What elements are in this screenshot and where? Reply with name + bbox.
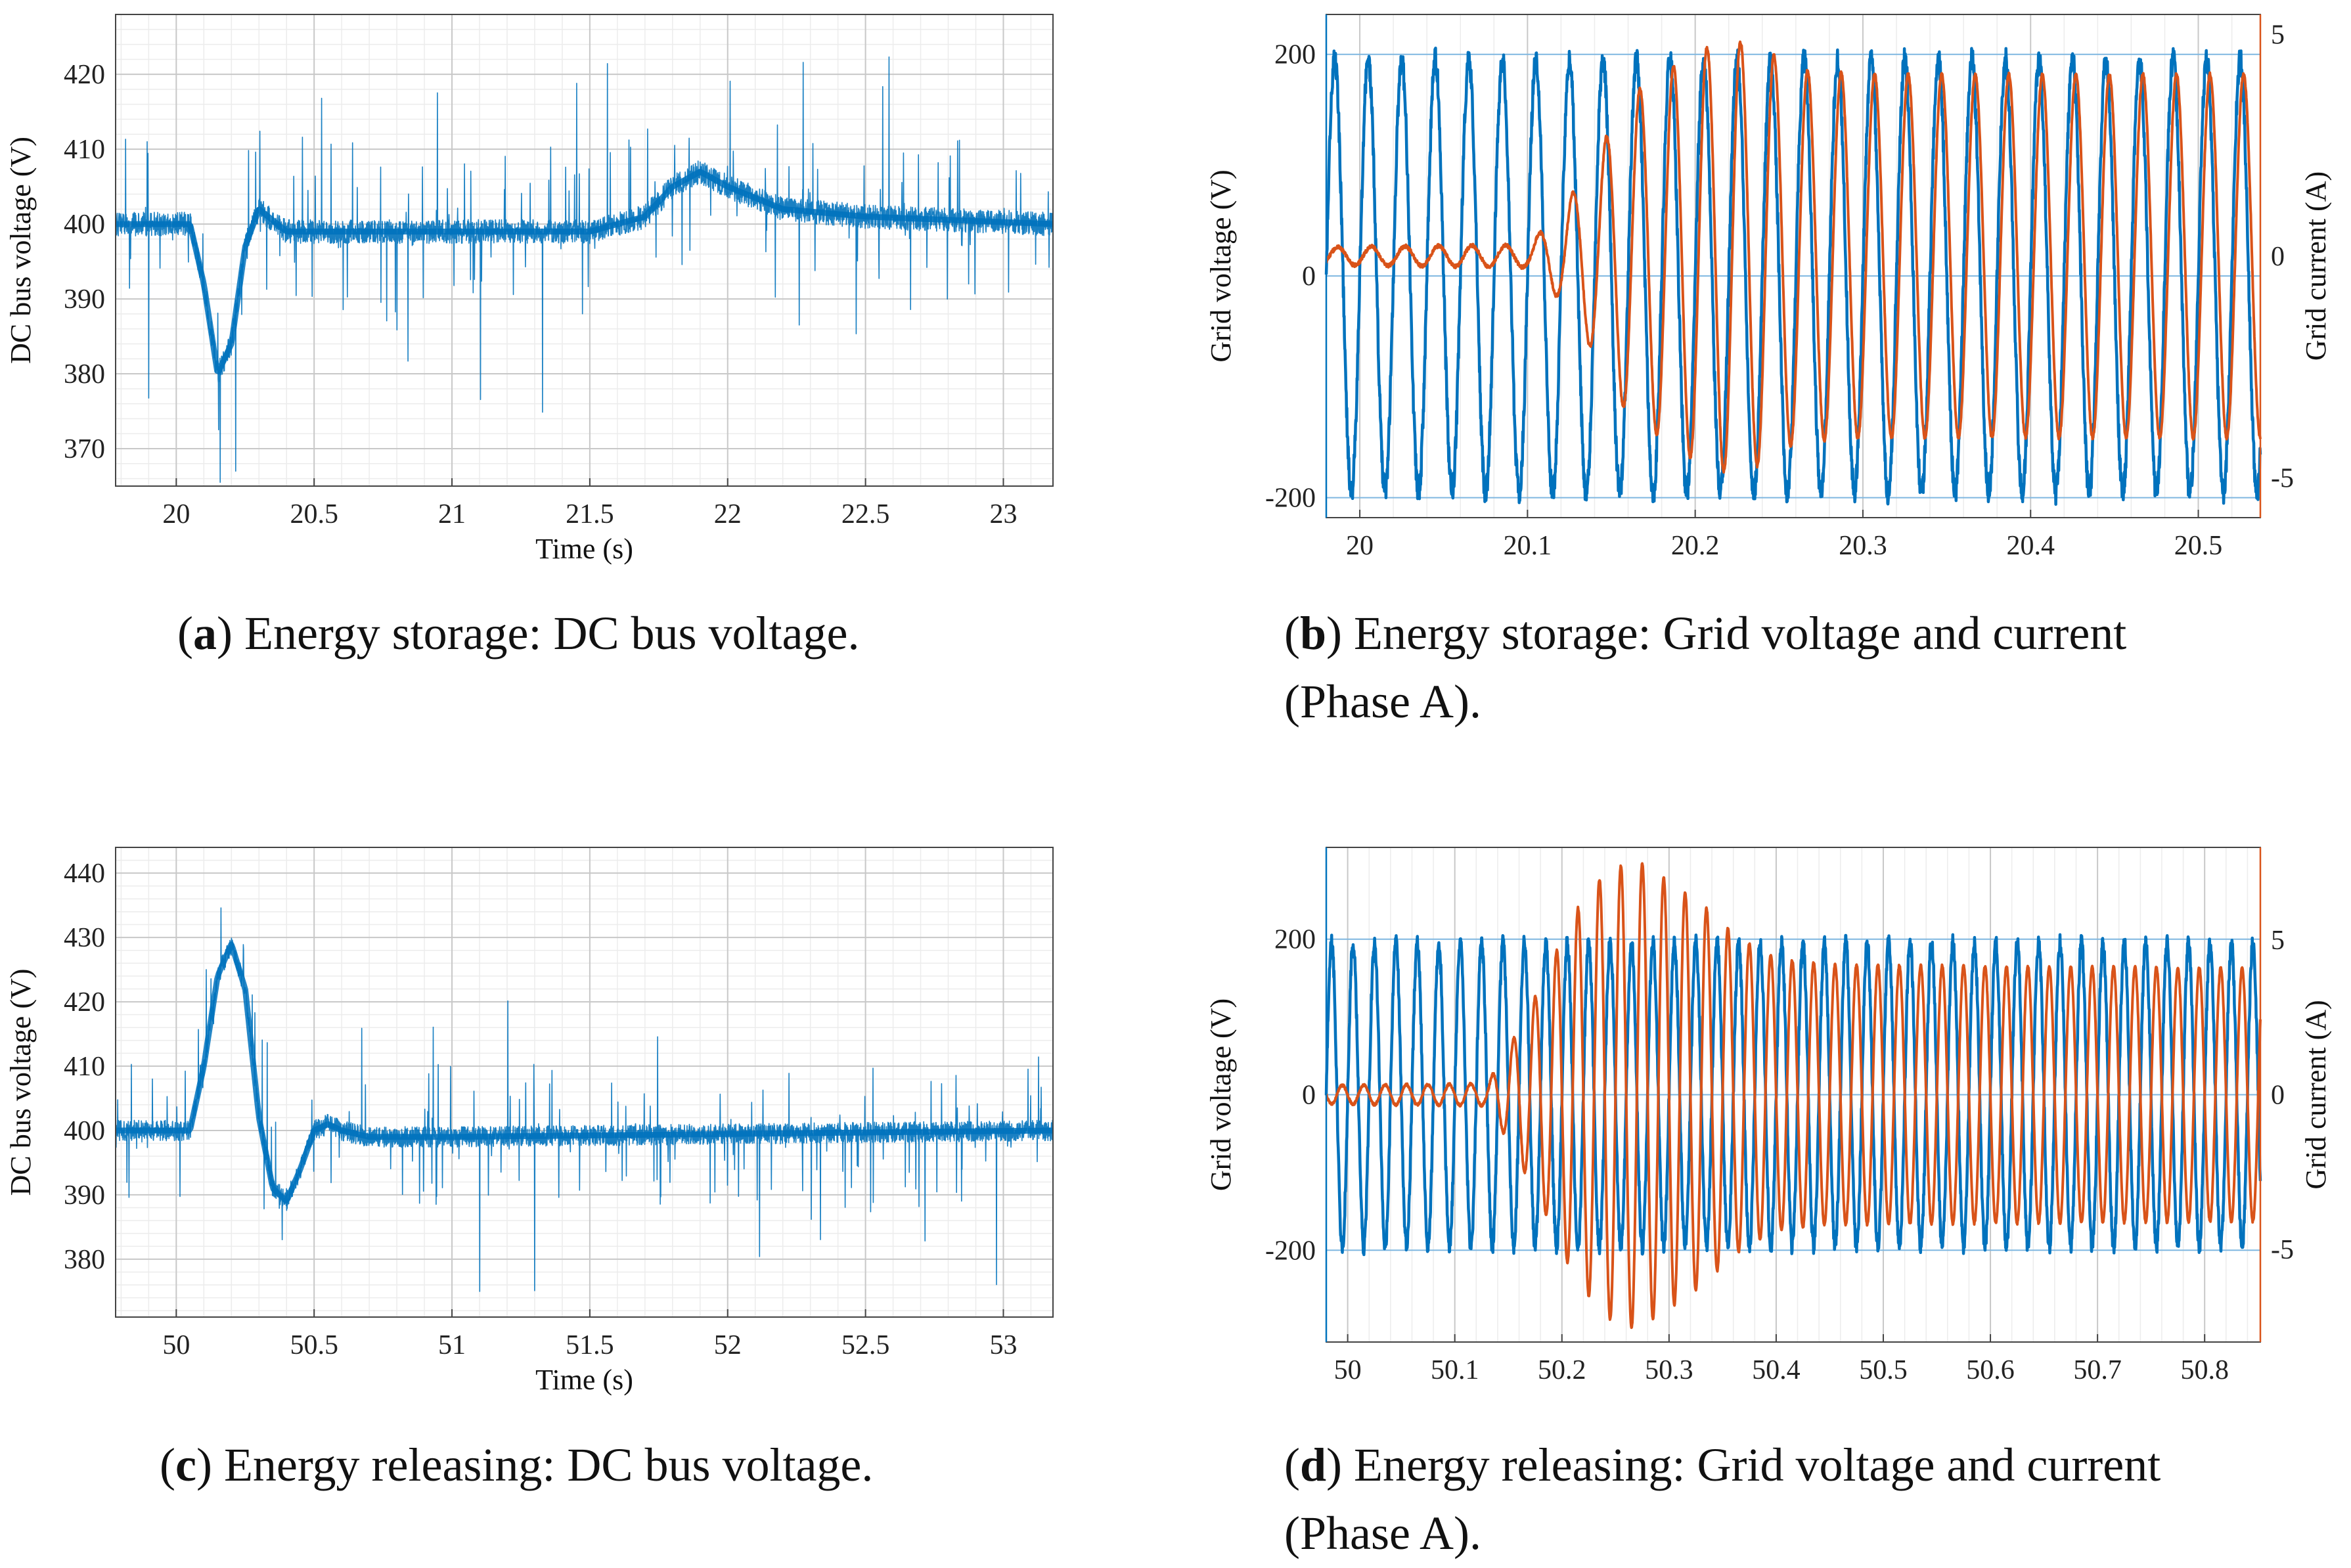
y-tick-label: -200	[1265, 1236, 1316, 1266]
y-tick-label: 390	[64, 284, 105, 315]
y-tick-label: 200	[1274, 925, 1316, 955]
caption-d: (d) Energy releasing: Grid voltage and c…	[1284, 1439, 2161, 1559]
y-tick-label: -200	[1265, 483, 1316, 514]
x-tick-label: 20.1	[1504, 531, 1552, 561]
panel-d: 50 50.1 50.2 50.3 50.4 50.5 50.6 50.7 50.8-20002…	[1205, 847, 2332, 1385]
x-tick-label: 50.8	[2180, 1355, 2229, 1385]
y-tick-label: 370	[64, 434, 105, 464]
y-axis-label: Grid voltage (V)	[1205, 169, 1237, 362]
plot-area	[116, 14, 1053, 486]
y-axis-label: DC bus voltage (V)	[5, 137, 37, 364]
x-tick-label: 50	[1334, 1355, 1362, 1385]
axes-frame	[115, 14, 1054, 487]
x-tick-label: 20	[1346, 531, 1374, 561]
y-tick-label: 0	[1302, 1081, 1316, 1111]
y-tick-label: 440	[64, 859, 105, 889]
x-tick-label: 20	[162, 499, 190, 529]
series-line-dc-bus-voltage	[114, 941, 1055, 1204]
x-tick-label: 50.3	[1645, 1355, 1693, 1385]
x-tick-label: 50.1	[1431, 1355, 1479, 1385]
series-line-grid-voltage	[1324, 47, 2262, 506]
y-tick-label: 0	[1302, 261, 1316, 292]
x-tick-label: 22.5	[841, 499, 890, 529]
y2-tick-label: -5	[2271, 463, 2294, 493]
x-tick-label: 21	[438, 499, 466, 529]
y-tick-label: 420	[64, 60, 105, 90]
y-tick-label: 400	[64, 210, 105, 240]
x-tick-label: 52.5	[841, 1330, 890, 1360]
x-tick-label: 50.6	[1966, 1355, 2015, 1385]
x-tick-label: 20.2	[1671, 531, 1720, 561]
caption-b: (b) Energy storage: Grid voltage and cur…	[1284, 607, 2127, 728]
x-tick-label: 50	[162, 1330, 190, 1360]
series-line-grid-current	[1325, 40, 2262, 474]
y-tick-label: 380	[64, 359, 105, 390]
y-tick-label: 200	[1274, 40, 1316, 70]
x-tick-label: 50.5	[1859, 1355, 1908, 1385]
x-tick-label: 20.5	[2174, 531, 2223, 561]
x-axis-label: Time (s)	[535, 533, 633, 565]
y2-axis-label: Grid current (A)	[2300, 171, 2332, 361]
y-tick-label: 400	[64, 1116, 105, 1146]
series-noise-a	[115, 56, 1054, 483]
x-tick-label: 51	[438, 1330, 466, 1360]
x-tick-label: 50.7	[2073, 1355, 2122, 1385]
y2-tick-label: 0	[2271, 242, 2285, 272]
series-line-grid-voltage	[1324, 933, 2262, 1257]
y2-axis-label: Grid current (A)	[2300, 1000, 2332, 1189]
series-line-dc-bus-voltage	[114, 169, 1055, 374]
axes-frame	[115, 847, 1054, 1318]
x-tick-label: 20.4	[2006, 531, 2055, 561]
x-tick-label: 23	[989, 499, 1017, 529]
y-tick-label: 430	[64, 923, 105, 953]
y-tick-label: 380	[64, 1245, 105, 1275]
panel-b: 20 20.1 20.2 20.3 20.4 20.5 -200 0 200 -5 0 5 Grid v…	[1205, 14, 2332, 561]
plot-area	[116, 847, 1053, 1317]
x-tick-label: 20.3	[1839, 531, 1887, 561]
y2-tick-label: 5	[2271, 926, 2285, 956]
y-tick-label: 420	[64, 987, 105, 1018]
y-tick-label: 410	[64, 135, 105, 165]
panel-c: 50 50.5 51 51.5 52 52.5 53 380 390 400 410 420 430 44…	[5, 847, 1055, 1396]
x-tick-label: 50.2	[1538, 1355, 1586, 1385]
x-tick-label: 52	[714, 1330, 742, 1360]
x-tick-label: 50.4	[1752, 1355, 1801, 1385]
y2-tick-label: 0	[2271, 1081, 2285, 1111]
y-axis-label: Grid voltage (V)	[1205, 998, 1237, 1191]
panel-a: 20 20.5 21 21.5 22 22.5 23 370 380 390 400 410 420 Ti…	[5, 14, 1055, 565]
x-tick-label: 21.5	[566, 499, 614, 529]
x-tick-label: 20.5	[290, 499, 338, 529]
x-tick-label: 50.5	[290, 1330, 338, 1360]
caption-c: (c) Energy releasing: DC bus voltage.	[160, 1439, 874, 1491]
y-tick-label: 390	[64, 1180, 105, 1211]
x-tick-label: 53	[989, 1330, 1017, 1360]
caption-a: (a) Energy storage: DC bus voltage.	[177, 607, 860, 660]
y2-tick-label: -5	[2271, 1235, 2294, 1265]
series-line-grid-current	[1325, 862, 2262, 1330]
y-axis-label: DC bus voltage (V)	[5, 969, 37, 1196]
x-tick-label: 22	[714, 499, 742, 529]
x-axis-label: Time (s)	[535, 1364, 633, 1396]
y-tick-label: 410	[64, 1052, 105, 1082]
x-tick-label: 51.5	[566, 1330, 614, 1360]
y2-tick-label: 5	[2271, 20, 2285, 50]
